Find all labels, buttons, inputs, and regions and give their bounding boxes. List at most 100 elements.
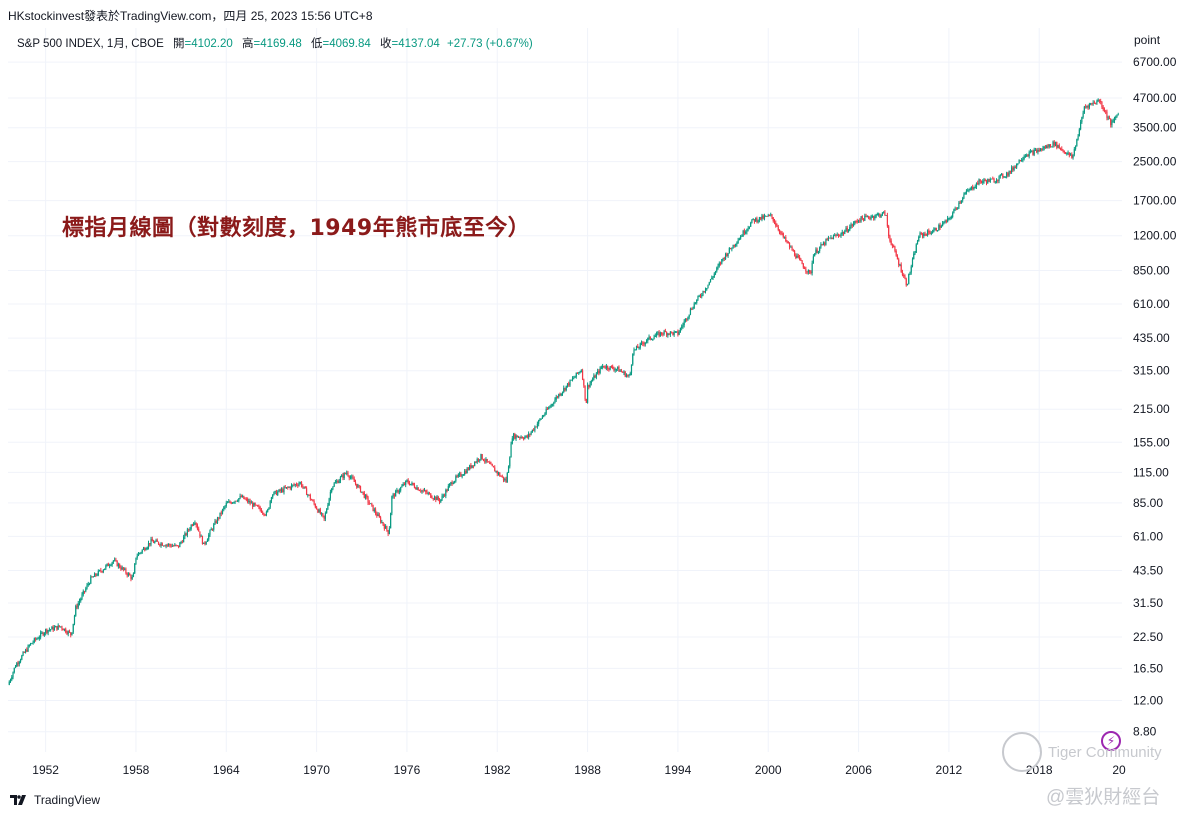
candle-body [228, 501, 230, 503]
lightning-icon[interactable]: ⚡ [1101, 731, 1121, 751]
candle-body [807, 269, 809, 273]
candle-body [352, 476, 354, 479]
candle-body [363, 492, 365, 498]
candle-body [540, 418, 542, 420]
candle-body [427, 493, 429, 494]
candle-body [66, 632, 68, 634]
candle-body [475, 462, 477, 463]
candle-body [830, 237, 832, 239]
log-price-chart[interactable]: 8.80 12.00 16.50 22.50 31.50 43.50 61.00 85.00 1… [0, 28, 1194, 782]
axis-unit-label: point [1134, 33, 1161, 47]
candle-body [820, 244, 822, 248]
candle-body [229, 501, 231, 503]
candle-body [305, 488, 308, 496]
candle-body [760, 217, 762, 220]
candle-body [1101, 102, 1103, 108]
candle-body [580, 370, 582, 372]
candle-body [798, 257, 801, 260]
candle-body [220, 512, 222, 514]
candle-body [279, 489, 281, 492]
candle-body [827, 237, 830, 240]
candle-body [590, 381, 592, 383]
candle-body [426, 491, 428, 494]
candle-body [460, 473, 462, 477]
candle-body [960, 200, 963, 203]
tradingview-logo-icon [10, 795, 26, 805]
candle-body [845, 227, 847, 232]
candle-body [367, 497, 369, 503]
candle-body [602, 365, 604, 368]
candle-body [543, 415, 545, 417]
candle-body [1022, 159, 1024, 160]
candle-body [767, 215, 769, 217]
candle-body [184, 533, 186, 537]
candle-body [608, 368, 610, 370]
candle-body [196, 525, 199, 529]
candle-body [781, 232, 783, 234]
candle-body [1034, 149, 1037, 151]
candle-body [1018, 160, 1020, 164]
chart-area[interactable]: 8.80 12.00 16.50 22.50 31.50 43.50 61.00 85.00 1… [0, 28, 1194, 782]
candle-body [724, 253, 727, 259]
candle-body [448, 483, 451, 487]
candle-body [482, 459, 485, 461]
y-tick-label: 3500.00 [1133, 121, 1177, 135]
y-tick-label: 610.00 [1133, 297, 1170, 311]
candle-body [267, 509, 269, 512]
candle-body [990, 178, 993, 180]
candle-body [172, 545, 175, 547]
candle-body [1013, 167, 1015, 170]
candle-body [723, 258, 725, 259]
candle-body [77, 603, 79, 608]
candle-body [420, 490, 422, 492]
candle-body [575, 372, 577, 377]
candle-body [314, 503, 316, 508]
candle-body [954, 208, 956, 210]
chart-annotation: 標指月線圖（對數刻度，1949年熊市底至今） [62, 216, 531, 241]
candle-body [530, 432, 532, 435]
candle-body [613, 368, 615, 371]
candle-body [826, 239, 828, 241]
candle-body [174, 544, 176, 546]
candle-body [591, 379, 594, 382]
candle-body [998, 176, 1000, 181]
candle-body [1062, 150, 1064, 152]
candle-body [366, 495, 368, 498]
candle-body [727, 253, 729, 256]
candle-body [464, 471, 466, 475]
candle-body [132, 573, 135, 577]
candle-body [681, 326, 683, 329]
candle-body [295, 484, 298, 486]
candle-body [26, 649, 28, 652]
candle-body [52, 626, 54, 631]
candle-body [333, 483, 335, 487]
candle-body [943, 222, 945, 224]
source-line: HKstockinvest發表於TradingView.com，四月 25, 2… [8, 9, 373, 23]
candle-body [959, 202, 961, 204]
candle-body [1092, 102, 1094, 104]
candle-body [571, 378, 574, 380]
candle-body [139, 552, 141, 554]
candle-body [559, 394, 561, 396]
candle-body [71, 632, 73, 636]
footer-brand[interactable]: TradingView [10, 793, 100, 807]
candle-body [864, 215, 866, 221]
candle-body [974, 186, 976, 189]
candle-body [682, 325, 684, 327]
candle-body [292, 484, 294, 486]
candle-body [98, 570, 101, 571]
candle-body [804, 267, 806, 270]
candle-body [964, 193, 966, 195]
candle-body [745, 232, 747, 234]
candle-body [288, 486, 290, 488]
candle-body [445, 489, 447, 496]
candle-body [309, 495, 311, 500]
candle-body [19, 659, 22, 662]
candle-body [649, 336, 651, 340]
candle-body [955, 208, 958, 210]
candle-body [652, 339, 654, 341]
candle-body [180, 541, 182, 543]
candle-body [462, 474, 464, 476]
candle-body [1095, 103, 1097, 105]
candle-body [766, 216, 768, 217]
